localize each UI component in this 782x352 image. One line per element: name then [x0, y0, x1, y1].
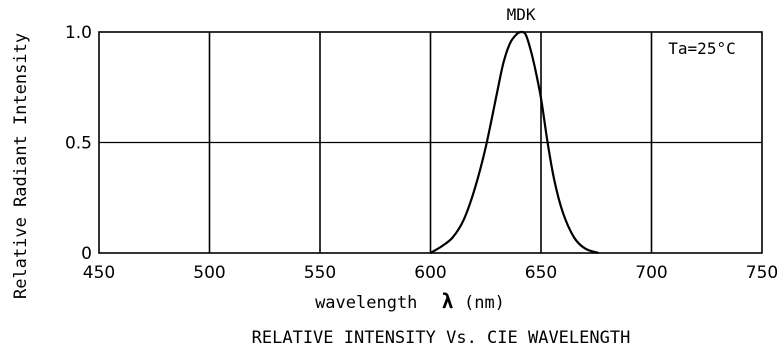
x-tick-labels: 450 500 550 600 650 700 750: [83, 263, 778, 283]
y-tick-label: 0.5: [65, 134, 92, 154]
lambda-symbol: λ: [442, 289, 454, 313]
temperature-annotation: Ta=25°C: [668, 39, 735, 58]
x-tick-label: 500: [193, 263, 225, 283]
x-tick-label: 750: [746, 263, 778, 283]
y-tick-label: 0: [81, 244, 92, 264]
series-label: MDK: [507, 5, 536, 24]
x-tick-label: 650: [525, 263, 557, 283]
x-axis-label-prefix: wavelength: [315, 293, 417, 313]
chart-title: RELATIVE INTENSITY Vs. CIE WAVELENGTH: [252, 328, 631, 348]
x-tick-label: 450: [83, 263, 115, 283]
x-tick-label: 700: [635, 263, 667, 283]
x-tick-label: 550: [304, 263, 336, 283]
y-axis-label: Relative Radiant Intensity: [11, 33, 31, 299]
x-axis-label-unit: (nm): [464, 293, 505, 313]
x-axis-label: wavelength λ (nm): [315, 289, 505, 313]
y-tick-labels: 0 0.5 1.0: [65, 23, 92, 264]
x-tick-label: 600: [414, 263, 446, 283]
grid: [99, 32, 762, 253]
y-tick-label: 1.0: [65, 23, 92, 43]
series-line-mdk: [429, 30, 599, 255]
